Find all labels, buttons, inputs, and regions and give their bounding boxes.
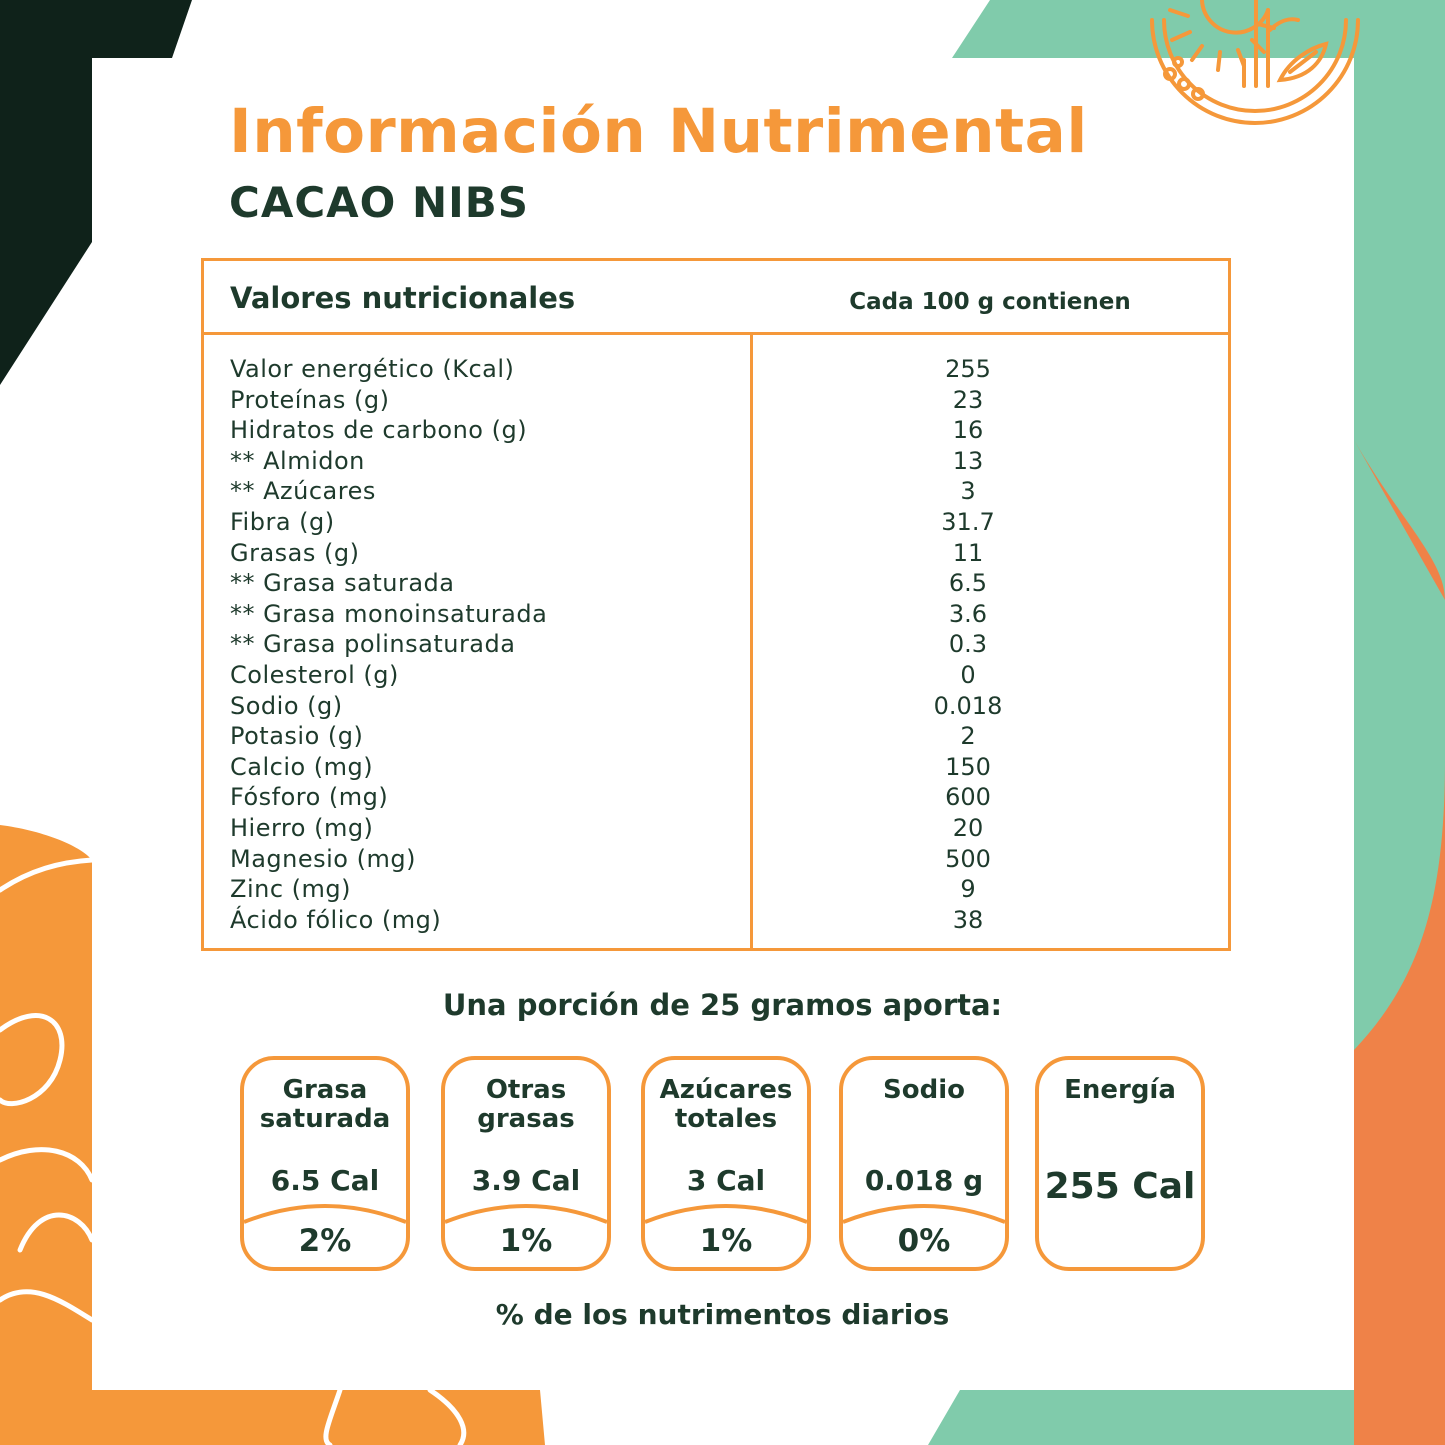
orange-left-shape (0, 825, 545, 1445)
row-label: Fósforo (mg) (230, 783, 389, 812)
badge-curve (843, 1204, 1005, 1224)
row-value: 16 (952, 416, 984, 445)
row-value: 150 (945, 752, 991, 781)
table-row: Grasas (g) 11 (204, 539, 1228, 570)
row-value: 255 (945, 355, 991, 383)
row-value: 11 (952, 538, 984, 567)
row-label: ** Grasa saturada (230, 569, 455, 598)
row-value: 500 (945, 844, 991, 873)
row-value: 3 (960, 477, 976, 506)
row-label: Proteínas (g) (230, 385, 390, 414)
row-label: ** Almidon (230, 446, 365, 475)
badge-value: 3 Cal (686, 1164, 766, 1197)
row-label: Fibra (g) (230, 507, 335, 536)
row-value: 9 (960, 875, 976, 904)
badge-title: Grasa saturada (259, 1075, 391, 1134)
coral-right-shape (1354, 440, 1445, 1445)
table-header: Valores nutricionales Cada 100 g contien… (204, 261, 1228, 335)
table-row: Valor energético (Kcal) 255 (204, 355, 1228, 386)
badge-value: 3.9 Cal (471, 1164, 581, 1197)
row-label: Zinc (mg) (230, 875, 351, 904)
badge-percent: 1% (699, 1223, 753, 1259)
table-row: Sodio (g) 0.018 (204, 692, 1228, 723)
row-label: Grasas (g) (230, 538, 360, 567)
table-row: ** Almidon 13 (204, 447, 1228, 478)
badge-title: Sodio (883, 1075, 965, 1105)
table-header-serving: Cada 100 g contienen (849, 289, 1131, 315)
row-label: ** Grasa polinsaturada (230, 630, 516, 659)
product-name: CACAO NIBS (229, 178, 530, 227)
table-row: ** Azúcares 3 (204, 477, 1228, 508)
row-label: Potasio (g) (230, 722, 364, 751)
badge-curve (244, 1204, 406, 1224)
page-title: Información Nutrimental (229, 96, 1088, 167)
row-value: 23 (952, 385, 984, 414)
row-value: 6.5 (948, 569, 988, 598)
row-label: Valor energético (Kcal) (230, 355, 515, 383)
row-value: 600 (945, 783, 991, 812)
row-label: Calcio (mg) (230, 752, 374, 781)
nutrition-table: Valores nutricionales Cada 100 g contien… (201, 258, 1231, 951)
badge-percent: 2% (298, 1223, 352, 1259)
row-label: Hidratos de carbono (g) (230, 416, 528, 445)
badge-curve (445, 1204, 607, 1224)
badge-value: 6.5 Cal (270, 1164, 380, 1197)
table-row: Magnesio (mg) 500 (204, 845, 1228, 876)
row-value: 0.018 (933, 691, 1003, 720)
column-divider (750, 335, 753, 951)
badge-value: 255 Cal (1044, 1166, 1196, 1207)
badge-value: 0.018 g (864, 1164, 984, 1197)
row-value: 20 (952, 813, 984, 842)
badge-sodium: Sodio 0.018 g 0% (839, 1056, 1009, 1271)
row-label: ** Grasa monoinsaturada (230, 599, 548, 628)
row-label: Ácido fólico (mg) (230, 905, 442, 934)
row-value: 38 (952, 905, 984, 934)
table-row: Proteínas (g) 23 (204, 386, 1228, 417)
badge-percent: 0% (897, 1223, 951, 1259)
row-label: ** Azúcares (230, 477, 376, 506)
row-label: Colesterol (g) (230, 660, 399, 689)
table-row: ** Grasa polinsaturada 0.3 (204, 630, 1228, 661)
table-row: Fibra (g) 31.7 (204, 508, 1228, 539)
row-label: Magnesio (mg) (230, 844, 416, 873)
table-row: Calcio (mg) 150 (204, 753, 1228, 784)
badge-title: Azúcares totales (659, 1075, 793, 1134)
badge-title: Otras grasas (477, 1075, 575, 1134)
badge-saturated-fat: Grasa saturada 6.5 Cal 2% (240, 1056, 410, 1271)
table-row: Fósforo (mg) 600 (204, 783, 1228, 814)
daily-values-note: % de los nutrimentos diarios (495, 1298, 950, 1331)
table-row: Colesterol (g) 0 (204, 661, 1228, 692)
row-value: 0.3 (948, 630, 988, 659)
row-value: 3.6 (948, 599, 988, 628)
dark-corner-shape (0, 0, 192, 385)
row-value: 31.7 (941, 507, 995, 536)
sun-plant-logo-icon (1150, 0, 1360, 125)
row-label: Sodio (g) (230, 691, 343, 720)
table-row: Ácido fólico (mg) 38 (204, 906, 1228, 937)
table-row: Hierro (mg) 20 (204, 814, 1228, 845)
row-label: Hierro (mg) (230, 813, 374, 842)
table-row: ** Grasa monoinsaturada 3.6 (204, 600, 1228, 631)
badge-curve (645, 1204, 807, 1224)
table-header-label: Valores nutricionales (230, 281, 576, 315)
table-body: Valor energético (Kcal) 255 Proteínas (g)… (204, 355, 1228, 936)
badge-title: Energía (1064, 1075, 1176, 1105)
table-row: Potasio (g) 2 (204, 722, 1228, 753)
row-value: 13 (952, 446, 984, 475)
white-squiggles (0, 857, 467, 1445)
badge-percent: 1% (499, 1223, 553, 1259)
table-row: Hidratos de carbono (g) 16 (204, 416, 1228, 447)
portion-heading: Una porción de 25 gramos aporta: (442, 988, 1003, 1022)
badge-energy: Energía 255 Cal (1035, 1056, 1205, 1271)
row-value: 0 (960, 660, 976, 689)
row-value: 2 (960, 722, 976, 751)
badge-total-sugars: Azúcares totales 3 Cal 1% (641, 1056, 811, 1271)
table-row: Zinc (mg) 9 (204, 875, 1228, 906)
badge-other-fats: Otras grasas 3.9 Cal 1% (441, 1056, 611, 1271)
table-row: ** Grasa saturada 6.5 (204, 569, 1228, 600)
